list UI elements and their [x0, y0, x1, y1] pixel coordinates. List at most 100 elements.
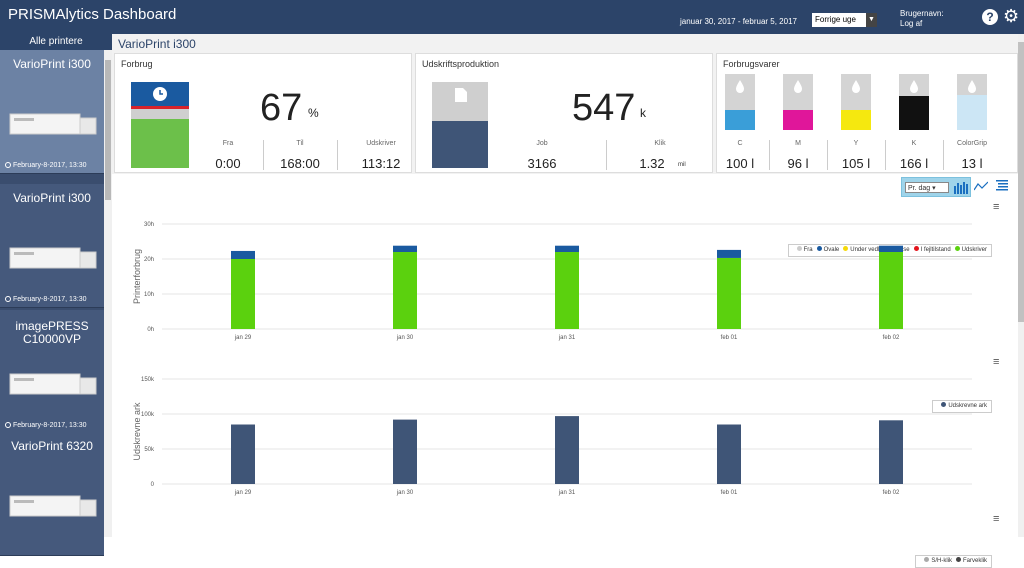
legend-item[interactable]: Farveklik — [952, 557, 987, 564]
til-value: 168:00 — [280, 156, 320, 171]
username-label: Brugernavn: — [900, 9, 944, 18]
printed-sheets-chart: 0 50k 100k 150k Udskrevne ark jan 29 jan 30 jan… — [132, 377, 972, 496]
legend-item[interactable]: Udskriver — [951, 246, 987, 253]
x-tick-label: jan 29 — [234, 335, 252, 341]
ink-value: 105 l — [841, 156, 871, 171]
bar-udskrevne-ark — [879, 420, 903, 484]
ink-level-k — [899, 74, 929, 130]
printer-image — [9, 113, 97, 135]
scrollbar-thumb[interactable] — [1018, 42, 1024, 322]
ink-level-c — [725, 74, 755, 130]
document-icon — [455, 88, 467, 102]
chart-menu-icon[interactable]: ≡ — [993, 356, 1000, 368]
printer-name: imagePRESS C10000VP — [15, 319, 89, 346]
x-tick-label: jan 30 — [396, 335, 414, 341]
bar-chart-icon[interactable] — [954, 182, 968, 194]
y-tick-label: 0h — [147, 327, 154, 333]
ink-value: 96 l — [787, 156, 809, 171]
sidebar-item-printer[interactable]: VarioPrint i300 February-8-2017, 13:30 — [0, 50, 104, 174]
scrollbar-thumb[interactable] — [105, 60, 111, 200]
legend-swatch — [941, 402, 947, 407]
last-update: February-8-2017, 13:30 — [5, 162, 87, 169]
divider — [943, 140, 944, 170]
legend-swatch — [954, 246, 960, 251]
ink-drop-icon — [852, 80, 860, 93]
ink-label: Y — [853, 140, 859, 147]
ink-label: ColorGrip — [957, 140, 987, 147]
chart-menu-icon[interactable]: ≡ — [993, 513, 1000, 525]
sidebar-item-printer[interactable]: imagePRESS C10000VP February-8-2017, 13:3… — [0, 310, 104, 434]
ink-drop-icon — [794, 80, 802, 93]
y-tick-label: 0 — [151, 482, 155, 488]
y-tick-label: 50k — [144, 447, 155, 453]
legend-item[interactable]: Fra — [793, 246, 813, 253]
legend-item[interactable]: Ovale — [813, 246, 839, 253]
divider — [263, 140, 264, 170]
fra-label: Fra — [222, 140, 234, 147]
help-icon[interactable]: ? — [982, 9, 998, 25]
ink-fill — [841, 110, 871, 130]
line-chart-icon[interactable] — [974, 180, 988, 192]
sidebar-scrollbar[interactable] — [104, 50, 112, 537]
ink-fill — [957, 95, 987, 130]
divider — [769, 140, 770, 170]
legend-swatch — [843, 246, 849, 251]
fra-value: 0:00 — [215, 156, 241, 171]
ink-label: K — [911, 140, 917, 147]
interval-select[interactable]: Pr. dag ▾ — [905, 182, 949, 193]
top-bar: PRISMAlytics Dashboard januar 30, 2017 -… — [0, 0, 1024, 34]
logout-link[interactable]: Log af — [900, 19, 923, 28]
bar-udskriver — [879, 252, 903, 329]
ink-drop-icon — [736, 80, 744, 93]
ink-level-y — [841, 74, 871, 130]
interval-toolbar: Pr. dag ▾ — [901, 177, 971, 197]
bar-udskrevne-ark — [231, 424, 255, 484]
usage-gauge-fill — [131, 119, 189, 168]
bar-ovale — [879, 245, 903, 252]
clock-icon — [5, 296, 11, 302]
list-icon[interactable] — [996, 179, 1008, 191]
klik-unit: mil — [678, 162, 686, 168]
ink-fill — [783, 110, 813, 130]
printer-name: VarioPrint i300 — [13, 191, 91, 205]
ink-value: 166 l — [899, 156, 929, 171]
usage-red-line — [131, 106, 189, 109]
sidebar-item-printer[interactable]: VarioPrint 6320 — [0, 432, 104, 556]
y-tick-label: 100k — [141, 412, 155, 418]
ink-label: M — [795, 140, 801, 147]
production-title: Udskriftsproduktion — [422, 59, 500, 69]
ink-value: 13 l — [961, 156, 983, 171]
job-value: 3166 — [527, 156, 557, 171]
ink-drop-icon — [910, 80, 918, 93]
printer-name: VarioPrint 6320 — [11, 439, 93, 453]
chart-menu-icon[interactable]: ≡ — [993, 201, 1000, 213]
consumables-card: Forbrugsvarer C 100 l M 96 l Y 105 l K 166 l Col… — [716, 53, 1018, 173]
clock-icon — [5, 422, 11, 428]
y-tick-label: 150k — [141, 377, 155, 383]
legend-item[interactable]: Udskrevne ark — [937, 402, 987, 409]
ink-fill — [899, 96, 929, 130]
bar-ovale — [231, 250, 255, 259]
y-tick-label: 20h — [144, 257, 154, 263]
last-update: February-8-2017, 13:30 — [5, 422, 87, 429]
ink-value: 100 l — [725, 156, 755, 171]
legend-item[interactable]: I fejltilstand — [910, 246, 951, 253]
chart-legend: Udskrevne ark — [932, 400, 992, 413]
klik-label: Klik — [654, 140, 666, 147]
legend-item[interactable]: S/H-klik — [920, 557, 952, 564]
date-range[interactable]: januar 30, 2017 - februar 5, 2017 — [680, 17, 797, 26]
bar-udskrevne-ark — [555, 416, 579, 484]
main-scrollbar[interactable] — [1018, 34, 1024, 537]
gear-icon[interactable]: ⚙ — [1003, 6, 1020, 26]
usage-gauge — [131, 82, 189, 168]
ink-fill — [725, 110, 755, 130]
chevron-down-icon: ▼ — [866, 13, 877, 27]
x-tick-label: feb 02 — [883, 335, 900, 341]
all-printers-button[interactable]: Alle printere — [0, 34, 112, 50]
divider — [827, 140, 828, 170]
bar-udskriver — [555, 252, 579, 329]
period-select[interactable]: Forrige uge ▼ — [812, 13, 877, 27]
udskriver-value: 113:12 — [361, 156, 401, 171]
sidebar-item-printer[interactable]: VarioPrint i300 February-8-2017, 13:30 — [0, 184, 104, 308]
